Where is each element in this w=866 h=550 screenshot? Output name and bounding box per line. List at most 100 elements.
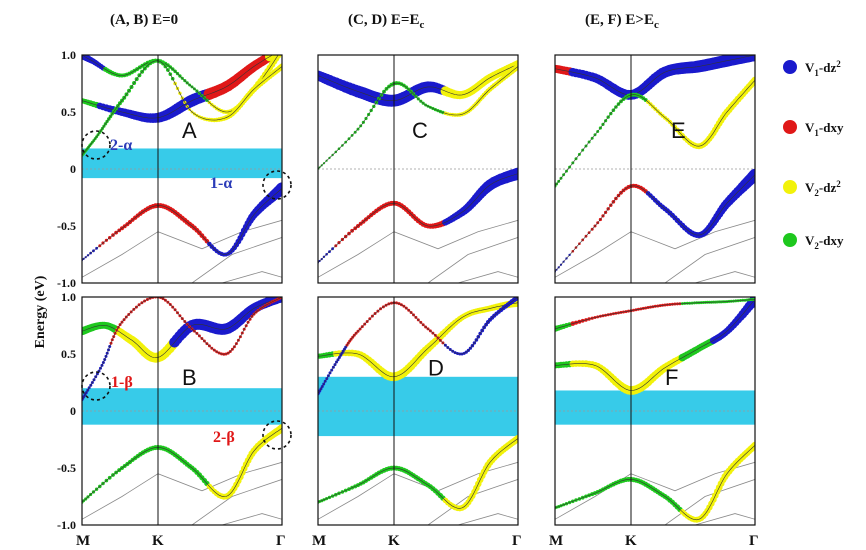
k-point-label: M bbox=[312, 533, 326, 549]
panel-E: E bbox=[554, 54, 756, 284]
band-line bbox=[555, 79, 755, 187]
k-point-label: M bbox=[76, 533, 90, 549]
band-line bbox=[555, 55, 755, 96]
background-band-line bbox=[555, 461, 755, 520]
background-band-line bbox=[664, 237, 755, 283]
y-tick-label: 0.5 bbox=[61, 347, 76, 361]
panel-label: A bbox=[182, 118, 197, 143]
band-line bbox=[82, 297, 282, 400]
y-tick-label: 1.0 bbox=[61, 290, 76, 304]
background-band-line bbox=[457, 271, 518, 283]
band-line bbox=[82, 188, 282, 261]
background-band-line bbox=[457, 513, 518, 525]
y-tick-label: -1.0 bbox=[57, 518, 76, 532]
band-line bbox=[318, 297, 518, 395]
band-point bbox=[749, 55, 755, 61]
legend-marker bbox=[783, 60, 797, 74]
column-title: (E, F) E>Ec bbox=[585, 12, 659, 31]
k-point-label: M bbox=[549, 533, 563, 549]
panel-B: B 1.0 0.5 0 -0.5 -1.0 bbox=[57, 290, 283, 532]
panel-C: C bbox=[317, 54, 519, 284]
band-point bbox=[279, 46, 286, 53]
y-axis-title: Energy (eV) bbox=[33, 275, 48, 348]
band-line bbox=[555, 174, 755, 272]
band-line bbox=[318, 438, 518, 509]
band-gap-region bbox=[555, 390, 755, 425]
k-point-label: K bbox=[625, 533, 637, 549]
column-title: (A, B) E=0 bbox=[110, 12, 178, 28]
panel-frame bbox=[554, 54, 756, 284]
background-band-line bbox=[221, 513, 282, 525]
band-gap-region bbox=[318, 376, 518, 437]
y-tick-label: 1.0 bbox=[61, 48, 76, 62]
band-line bbox=[318, 63, 518, 102]
annotation-circle bbox=[262, 170, 292, 200]
annotation-circle bbox=[262, 420, 292, 450]
bands-group bbox=[82, 297, 282, 525]
panel-label: B bbox=[182, 365, 197, 390]
k-point-label: K bbox=[152, 533, 164, 549]
background-band-line bbox=[694, 513, 755, 525]
panel-frame bbox=[81, 54, 283, 284]
bands-group bbox=[82, 45, 287, 283]
panel-label: D bbox=[428, 356, 444, 381]
band-point bbox=[278, 45, 287, 54]
background-band-line bbox=[318, 219, 518, 278]
panel-D: D bbox=[317, 296, 519, 526]
background-band-line bbox=[427, 237, 518, 283]
band-point bbox=[277, 48, 284, 55]
y-tick-label: -0.5 bbox=[57, 219, 76, 233]
k-point-label: Γ bbox=[749, 533, 759, 549]
band-line bbox=[318, 302, 518, 378]
y-tick-label: 0 bbox=[70, 162, 76, 176]
band-gap-region bbox=[82, 388, 282, 425]
y-tick-label: -0.5 bbox=[57, 461, 76, 475]
band-gap-region bbox=[82, 148, 282, 179]
y-tick-label: 0 bbox=[70, 404, 76, 418]
background-band-line bbox=[221, 271, 282, 283]
annotation-label: 2-β bbox=[213, 429, 235, 446]
panel-frame bbox=[317, 296, 519, 526]
panel-F: F bbox=[554, 296, 756, 526]
background-band-line bbox=[82, 219, 282, 278]
panel-label: C bbox=[412, 118, 428, 143]
y-tick-label: -1.0 bbox=[57, 276, 76, 290]
band-point bbox=[276, 182, 282, 195]
legend-marker bbox=[783, 120, 797, 134]
bands-group bbox=[318, 60, 518, 283]
band-line bbox=[555, 444, 755, 521]
bands-group bbox=[555, 55, 755, 283]
k-point-label: Γ bbox=[276, 533, 286, 549]
band-point bbox=[751, 441, 755, 449]
bands-group bbox=[555, 297, 755, 525]
legend-label: V2-dz2 bbox=[805, 179, 841, 198]
panel-A: A 1.0 0.5 0 -0.5 -1.0 bbox=[57, 45, 287, 290]
panel-frame bbox=[554, 296, 756, 526]
background-band-line bbox=[427, 479, 518, 525]
legend-marker bbox=[783, 233, 797, 247]
annotation-circle bbox=[81, 371, 111, 401]
annotation-label: 1-α bbox=[210, 175, 232, 192]
background-band-line bbox=[191, 479, 282, 525]
legend-label: V1-dxy bbox=[805, 120, 844, 138]
y-tick-label: 0.5 bbox=[61, 105, 76, 119]
band-point bbox=[276, 46, 285, 55]
panel-frame bbox=[81, 296, 283, 526]
band-line bbox=[555, 299, 755, 330]
background-band-line bbox=[664, 479, 755, 525]
background-band-line bbox=[191, 237, 282, 283]
band-line bbox=[318, 173, 518, 263]
background-band-line bbox=[555, 219, 755, 278]
background-band-line bbox=[82, 461, 282, 520]
annotation-label: 2-α bbox=[110, 137, 132, 154]
column-title: (C, D) E=Ec bbox=[348, 12, 424, 31]
band-line bbox=[82, 60, 282, 156]
legend-marker bbox=[783, 180, 797, 194]
band-line bbox=[318, 66, 518, 170]
annotation-label: 1-β bbox=[111, 374, 133, 391]
band-line bbox=[555, 299, 755, 391]
band-point bbox=[751, 76, 755, 84]
k-point-label: Γ bbox=[512, 533, 522, 549]
k-point-label: K bbox=[388, 533, 400, 549]
